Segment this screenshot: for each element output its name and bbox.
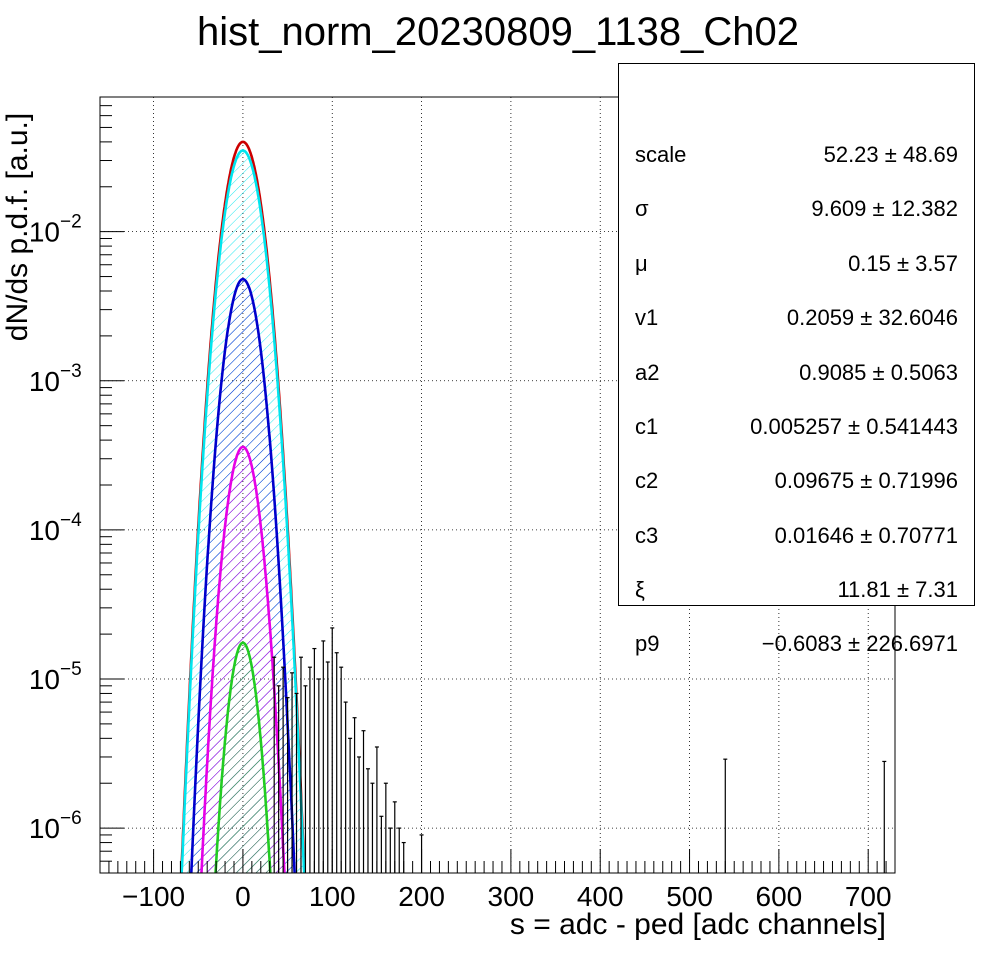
- x-tick-label: 0: [235, 881, 251, 912]
- y-tick-label: 10: [29, 366, 60, 397]
- fit-component-curve: [180, 149, 306, 873]
- stat-row-scale: scale 52.23 ± 48.69: [635, 140, 958, 170]
- stat-row-p9: p9 −0.6083 ± 226.6971: [635, 629, 958, 659]
- x-tick-label: 500: [666, 881, 713, 912]
- stat-value: 0.2059 ± 32.6046: [786, 305, 958, 330]
- stat-value: 0.01646 ± 0.70771: [774, 523, 958, 548]
- stat-name: a2: [635, 360, 660, 385]
- chart-title: hist_norm_20230809_1138_Ch02: [197, 10, 799, 54]
- stat-name: ξ: [635, 577, 645, 602]
- y-tick-exponent: −3: [60, 361, 82, 382]
- data-histogram: [272, 627, 887, 873]
- y-tick-exponent: −2: [60, 212, 82, 233]
- stat-name: μ: [635, 251, 648, 276]
- y-tick-exponent: −6: [60, 808, 82, 829]
- stat-row-xi: ξ 11.81 ± 7.31: [635, 575, 958, 605]
- stat-value: 0.9085 ± 0.5063: [799, 360, 958, 385]
- stat-name: c2: [635, 468, 659, 493]
- fit-stats-box: scale 52.23 ± 48.69 σ 9.609 ± 12.382 μ 0.15…: [618, 63, 975, 656]
- stat-value: 52.23 ± 48.69: [823, 142, 958, 167]
- x-tick-label: 200: [398, 881, 445, 912]
- stat-name: v1: [635, 305, 659, 330]
- stat-value: 11.81 ± 7.31: [837, 577, 958, 602]
- x-tick-label: 300: [488, 881, 535, 912]
- stat-value: 0.09675 ± 0.71996: [774, 468, 958, 493]
- y-tick-label: 10: [29, 515, 60, 546]
- stat-value: 9.609 ± 12.382: [811, 196, 958, 221]
- stat-name: p9: [635, 631, 660, 656]
- stat-row-c1: c1 0.005257 ± 0.541443: [635, 412, 958, 442]
- fit-component-curve: [214, 641, 272, 873]
- x-tick-label: 100: [309, 881, 356, 912]
- x-tick-label: −100: [122, 881, 185, 912]
- stat-row-sigma: σ 9.609 ± 12.382: [635, 194, 958, 224]
- x-tick-label: 700: [845, 881, 892, 912]
- stat-name: σ: [635, 196, 649, 221]
- y-axis-label: dN/ds p.d.f. [a.u.]: [1, 112, 34, 342]
- y-tick-label: 10: [29, 217, 60, 248]
- x-tick-label: 600: [756, 881, 803, 912]
- tick-labels: −100 0 100 200 300 400 500 600 70010−610−510−410…: [29, 212, 892, 912]
- y-tick-label: 10: [29, 664, 60, 695]
- stat-row-c3: c3 0.01646 ± 0.70771: [635, 521, 958, 551]
- axis-ticks: [100, 96, 887, 874]
- x-tick-label: 400: [577, 881, 624, 912]
- stat-name: scale: [635, 142, 687, 167]
- stat-row-a2: a2 0.9085 ± 0.5063: [635, 358, 958, 388]
- stat-value: −0.6083 ± 226.6971: [761, 631, 958, 656]
- fit-component-curve: [200, 445, 286, 873]
- fit-curves: [179, 140, 306, 873]
- stat-value: 0.15 ± 3.57: [848, 251, 958, 276]
- stat-name: c3: [635, 523, 659, 548]
- stat-row-mu: μ 0.15 ± 3.57: [635, 249, 958, 279]
- x-axis-label: s = adc - ped [adc channels]: [509, 908, 886, 941]
- fit-component-curve: [189, 277, 296, 873]
- y-tick-label: 10: [29, 813, 60, 844]
- stat-value: 0.005257 ± 0.541443: [750, 414, 958, 439]
- y-tick-exponent: −4: [60, 510, 82, 531]
- y-tick-exponent: −5: [60, 659, 82, 680]
- stat-row-c2: c2 0.09675 ± 0.71996: [635, 466, 958, 496]
- stat-row-v1: v1 0.2059 ± 32.6046: [635, 303, 958, 333]
- stat-name: c1: [635, 414, 659, 439]
